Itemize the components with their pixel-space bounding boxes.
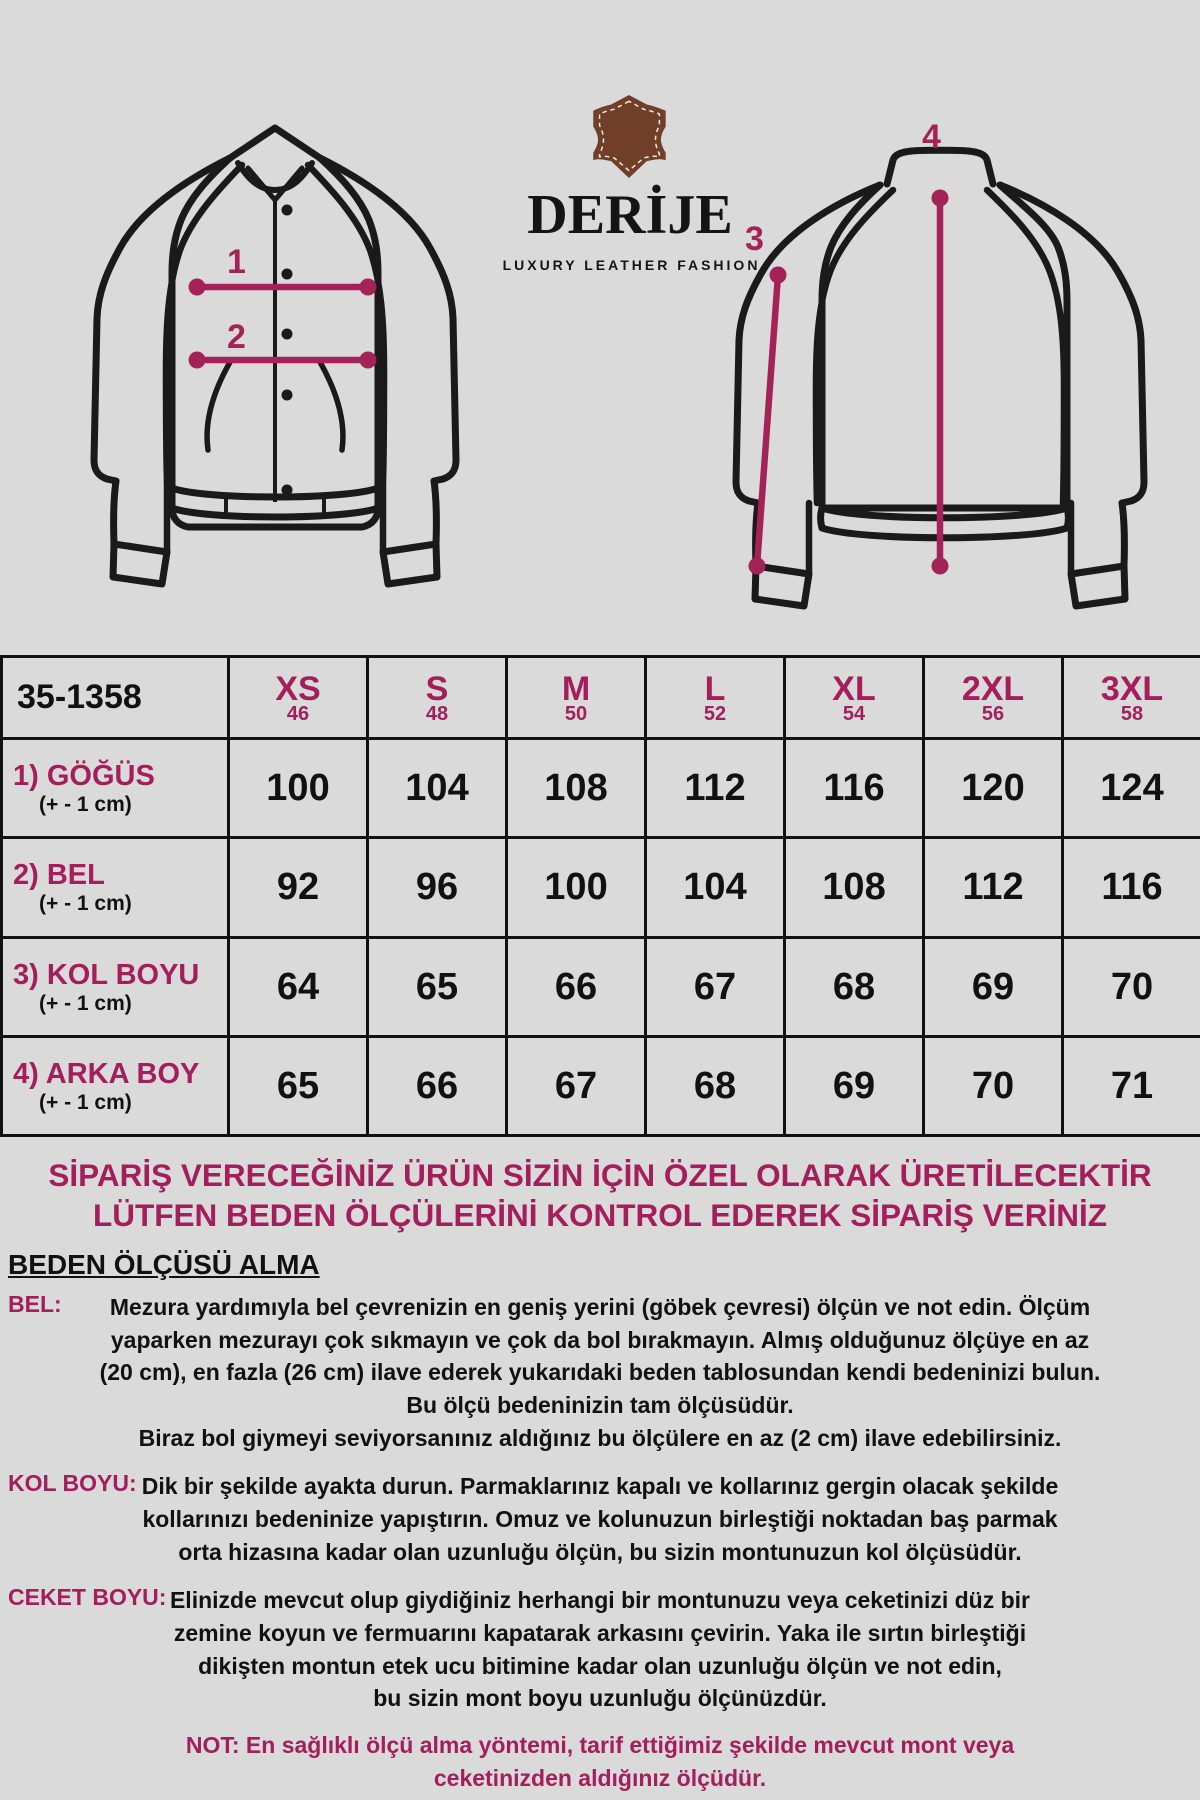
svg-text:4: 4 [922,118,941,156]
svg-text:1: 1 [227,243,246,281]
svg-text:2: 2 [227,318,246,356]
svg-text:3: 3 [745,220,764,258]
